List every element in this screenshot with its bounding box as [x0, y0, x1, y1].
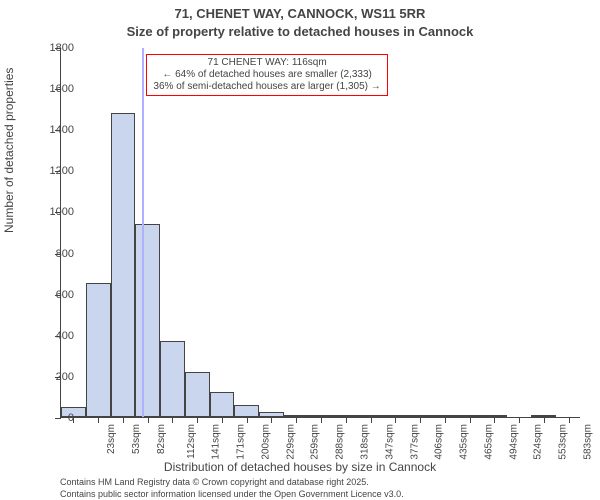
chart-title-line1: 71, CHENET WAY, CANNOCK, WS11 5RR — [0, 6, 600, 21]
x-tick — [420, 417, 421, 423]
annotation-line: 36% of semi-detached houses are larger (… — [153, 81, 380, 93]
x-tick — [371, 417, 372, 423]
x-tick-label: 377sqm — [409, 424, 420, 460]
y-tick-label: 0 — [68, 412, 74, 424]
x-tick — [172, 417, 173, 423]
histogram-bar — [160, 341, 185, 417]
x-tick — [98, 417, 99, 423]
plot-area: 71 CHENET WAY: 116sqm← 64% of detached h… — [60, 48, 580, 418]
footer-line2: Contains public sector information licen… — [60, 489, 404, 499]
histogram-bar — [111, 113, 136, 417]
x-tick-label: 494sqm — [508, 424, 519, 460]
x-tick — [247, 417, 248, 423]
x-tick-label: 200sqm — [261, 424, 272, 460]
histogram-bar — [185, 372, 210, 417]
x-tick-label: 553sqm — [558, 424, 569, 460]
annotation-line: ← 64% of detached houses are smaller (2,… — [153, 69, 380, 81]
y-tick-label: 1400 — [50, 124, 74, 136]
x-tick-label: 465sqm — [483, 424, 494, 460]
x-tick — [494, 417, 495, 423]
x-tick-label: 53sqm — [131, 424, 142, 454]
y-axis-label: Number of detached properties — [2, 68, 16, 233]
histogram-bar — [135, 224, 160, 417]
y-tick-label: 800 — [56, 248, 74, 260]
x-tick — [321, 417, 322, 423]
x-tick — [519, 417, 520, 423]
x-tick-label: 347sqm — [384, 424, 395, 460]
y-tick-label: 400 — [56, 330, 74, 342]
x-tick-label: 82sqm — [156, 424, 167, 454]
property-marker-line — [142, 48, 144, 417]
annotation-line: 71 CHENET WAY: 116sqm — [153, 57, 380, 69]
x-axis-label: Distribution of detached houses by size … — [0, 460, 600, 474]
x-tick — [569, 417, 570, 423]
x-tick-label: 524sqm — [533, 424, 544, 460]
histogram-bar — [86, 283, 111, 417]
x-tick — [222, 417, 223, 423]
x-tick-label: 171sqm — [236, 424, 247, 460]
histogram-bars — [61, 48, 580, 417]
x-tick — [148, 417, 149, 423]
histogram-bar — [210, 392, 235, 417]
chart-container: 71, CHENET WAY, CANNOCK, WS11 5RR Size o… — [0, 0, 600, 500]
x-tick-label: 23sqm — [106, 424, 117, 454]
y-tick-label: 1000 — [50, 206, 74, 218]
y-tick-label: 1600 — [50, 83, 74, 95]
y-tick — [55, 418, 61, 419]
x-tick — [470, 417, 471, 423]
x-tick-label: 229sqm — [285, 424, 296, 460]
x-tick-label: 583sqm — [582, 424, 593, 460]
x-tick — [197, 417, 198, 423]
x-tick-label: 406sqm — [434, 424, 445, 460]
chart-title-line2: Size of property relative to detached ho… — [0, 24, 600, 39]
y-tick-label: 1800 — [50, 42, 74, 54]
x-tick-label: 435sqm — [459, 424, 470, 460]
footer-line1: Contains HM Land Registry data © Crown c… — [60, 477, 369, 487]
x-tick — [445, 417, 446, 423]
y-tick-label: 600 — [56, 289, 74, 301]
x-tick-label: 112sqm — [186, 424, 197, 459]
x-tick — [544, 417, 545, 423]
histogram-bar — [234, 405, 259, 417]
x-tick-label: 318sqm — [360, 424, 371, 460]
x-tick — [296, 417, 297, 423]
x-tick-label: 259sqm — [310, 424, 321, 460]
x-tick-label: 288sqm — [335, 424, 346, 460]
x-tick — [395, 417, 396, 423]
x-tick — [271, 417, 272, 423]
x-tick-label: 141sqm — [211, 424, 222, 460]
y-tick-label: 1200 — [50, 165, 74, 177]
annotation-box: 71 CHENET WAY: 116sqm← 64% of detached h… — [146, 54, 387, 96]
x-tick — [123, 417, 124, 423]
y-tick-label: 200 — [56, 371, 74, 383]
x-tick — [346, 417, 347, 423]
